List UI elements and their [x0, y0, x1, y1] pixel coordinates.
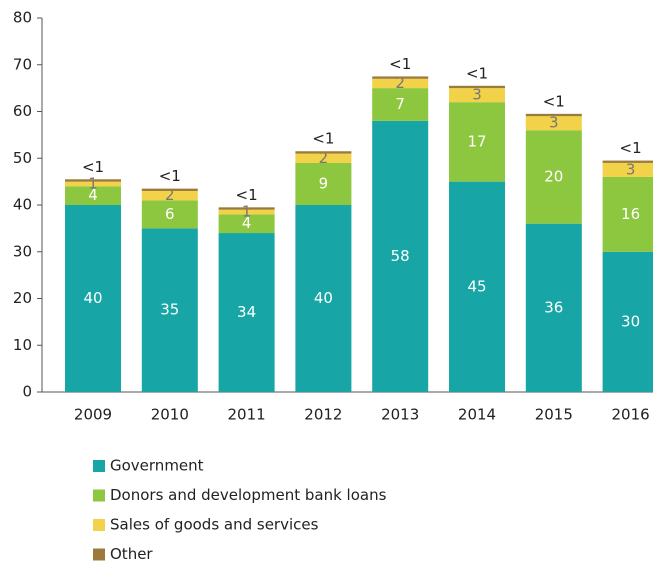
y-tick-label: 30: [13, 242, 32, 260]
data-label: 40: [83, 289, 102, 307]
bar-segment: [218, 214, 275, 234]
data-label: 2: [395, 74, 405, 92]
data-label: 3: [549, 114, 559, 132]
y-tick-label: 50: [13, 149, 32, 167]
legend-swatch: [93, 519, 105, 531]
x-tick-label: 2016: [612, 406, 650, 424]
bar-segment: [295, 151, 352, 154]
bar-segment: [525, 223, 582, 392]
y-tick-label: 80: [13, 9, 32, 27]
data-label: <1: [159, 167, 181, 185]
data-label: <1: [236, 186, 258, 204]
data-label: 20: [544, 167, 563, 185]
data-label: 9: [319, 174, 329, 192]
data-label: 16: [621, 205, 640, 223]
data-label: <1: [466, 64, 488, 82]
bar-segment: [525, 113, 582, 117]
bar-segment: [372, 76, 429, 79]
bar-segment: [295, 205, 352, 392]
bar-segment: [65, 181, 121, 187]
data-label: 58: [391, 247, 410, 265]
bar-segment: [372, 120, 429, 392]
bar-segment: [525, 116, 582, 131]
x-tick-label: 2012: [304, 406, 342, 424]
bar-segment: [449, 181, 505, 392]
bar-segment: [602, 251, 653, 392]
bar-segment: [295, 153, 352, 163]
x-tick-label: 2014: [458, 406, 496, 424]
data-label: 3: [626, 160, 636, 178]
bar-segment: [525, 130, 582, 224]
bar-segment: [141, 188, 198, 191]
bar-segment: [372, 78, 429, 89]
legend-label: Other: [110, 545, 153, 563]
bar-segment: [218, 233, 275, 392]
y-tick-label: 10: [13, 336, 32, 354]
x-tick-label: 2010: [151, 406, 189, 424]
data-label: 30: [621, 312, 640, 330]
data-label: 3: [472, 86, 482, 104]
data-label: 35: [160, 301, 179, 319]
data-label: 1: [242, 203, 252, 221]
data-label: 2: [165, 186, 175, 204]
data-label: 7: [395, 95, 405, 113]
y-tick-label: 20: [13, 289, 32, 307]
bar-segment: [65, 205, 121, 392]
data-label: <1: [620, 139, 642, 157]
data-label: <1: [312, 130, 334, 148]
y-tick-label: 70: [13, 55, 32, 73]
data-label: 6: [165, 205, 175, 223]
bar-segment: [141, 200, 198, 229]
bar-segment: [65, 179, 121, 182]
bar-segment: [65, 186, 121, 205]
y-tick-label: 60: [13, 102, 32, 120]
x-tick-label: 2011: [228, 406, 266, 424]
data-label: <1: [82, 158, 104, 176]
data-label: <1: [543, 92, 565, 110]
x-tick-label: 2013: [381, 406, 419, 424]
data-label: 4: [242, 214, 252, 232]
bar-segment: [449, 85, 505, 89]
data-label: 34: [237, 303, 256, 321]
legend-swatch: [93, 460, 105, 472]
legend-label: Donors and development bank loans: [110, 486, 387, 504]
data-label: 45: [467, 277, 486, 295]
data-label: 40: [314, 289, 333, 307]
legend-label: Government: [110, 457, 204, 475]
data-label: 4: [88, 186, 98, 204]
y-tick-label: 0: [22, 383, 32, 401]
data-label: 1: [88, 174, 98, 192]
bar-segment: [295, 162, 352, 205]
data-label: 2: [319, 149, 329, 167]
bar-segment: [218, 207, 275, 210]
data-label: <1: [389, 55, 411, 73]
bar-segment: [602, 160, 653, 163]
bar-segment: [449, 88, 505, 103]
bar-segment: [372, 88, 429, 121]
bar-segment: [602, 162, 653, 177]
data-label: 36: [544, 298, 563, 316]
bar-segment: [141, 228, 198, 392]
legend-swatch: [93, 548, 105, 561]
legend-label: Sales of goods and services: [110, 516, 319, 534]
y-tick-label: 40: [13, 196, 32, 214]
x-tick-label: 2009: [74, 406, 112, 424]
bar-segment: [218, 209, 275, 215]
bar-segment: [449, 102, 505, 182]
bar-segment: [602, 176, 653, 252]
data-label: 17: [467, 132, 486, 150]
bar-segment: [141, 190, 198, 201]
legend-swatch: [93, 489, 105, 502]
x-tick-label: 2015: [535, 406, 573, 424]
